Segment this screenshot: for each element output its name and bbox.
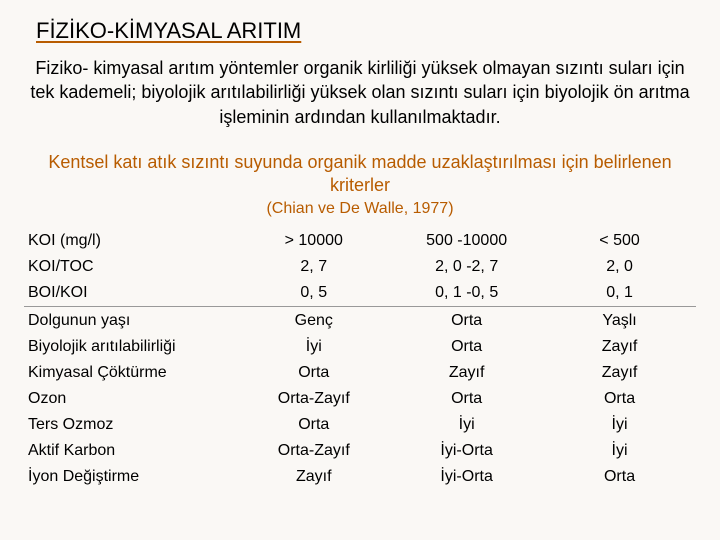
table-row: Dolgunun yaşı Genç Orta Yaşlı [24,308,696,334]
cell: Zayıf [390,360,543,386]
cell: Orta [390,386,543,412]
cell: Zayıf [543,334,696,360]
slide: FİZİKO-KİMYASAL ARITIM Fiziko- kimyasal … [0,0,720,540]
table-row: KOI (mg/l) > 10000 500 -10000 < 500 [24,228,696,254]
cell: 500 -10000 [390,228,543,254]
cell: 0, 1 [543,280,696,307]
table-row: Aktif Karbon Orta-Zayıf İyi-Orta İyi [24,438,696,464]
cell: İyi [390,412,543,438]
table-row: KOI/TOC 2, 7 2, 0 -2, 7 2, 0 [24,254,696,280]
cell: Zayıf [543,360,696,386]
cell: İyi [543,438,696,464]
table-row: BOI/KOI 0, 5 0, 1 -0, 5 0, 1 [24,280,696,307]
cell: 2, 0 [543,254,696,280]
cell: Yaşlı [543,308,696,334]
row-label: KOI (mg/l) [24,228,237,254]
row-label: Aktif Karbon [24,438,237,464]
cell: 2, 0 -2, 7 [390,254,543,280]
row-label: Ozon [24,386,237,412]
table-row: Kimyasal Çöktürme Orta Zayıf Zayıf [24,360,696,386]
row-label: KOI/TOC [24,254,237,280]
cell: Genç [237,308,390,334]
table-row: İyon Değiştirme Zayıf İyi-Orta Orta [24,464,696,490]
cell: İyi-Orta [390,464,543,490]
cell: Zayıf [237,464,390,490]
row-label: Kimyasal Çöktürme [24,360,237,386]
cell: Orta-Zayıf [237,438,390,464]
criteria-table: KOI (mg/l) > 10000 500 -10000 < 500 KOI/… [24,228,696,490]
table-row: Ozon Orta-Zayıf Orta Orta [24,386,696,412]
cell: Orta [543,386,696,412]
cell: Orta [237,412,390,438]
cell: 0, 5 [237,280,390,307]
table-row: Biyolojik arıtılabilirliği İyi Orta Zayı… [24,334,696,360]
cell: 2, 7 [237,254,390,280]
cell: Orta [390,334,543,360]
slide-title: FİZİKO-KİMYASAL ARITIM [36,18,696,44]
cell: Orta [390,308,543,334]
intro-paragraph: Fiziko- kimyasal arıtım yöntemler organi… [30,56,690,129]
table-citation: (Chian ve De Walle, 1977) [24,200,696,218]
cell: 0, 1 -0, 5 [390,280,543,307]
row-label: Biyolojik arıtılabilirliği [24,334,237,360]
row-label: İyon Değiştirme [24,464,237,490]
cell: Orta-Zayıf [237,386,390,412]
cell: Orta [237,360,390,386]
row-label: Dolgunun yaşı [24,308,237,334]
cell: > 10000 [237,228,390,254]
table-row: Ters Ozmoz Orta İyi İyi [24,412,696,438]
cell: Orta [543,464,696,490]
table-caption: Kentsel katı atık sızıntı suyunda organi… [42,151,678,198]
cell: İyi [543,412,696,438]
cell: İyi-Orta [390,438,543,464]
cell: İyi [237,334,390,360]
row-label: BOI/KOI [24,280,237,307]
row-label: Ters Ozmoz [24,412,237,438]
cell: < 500 [543,228,696,254]
